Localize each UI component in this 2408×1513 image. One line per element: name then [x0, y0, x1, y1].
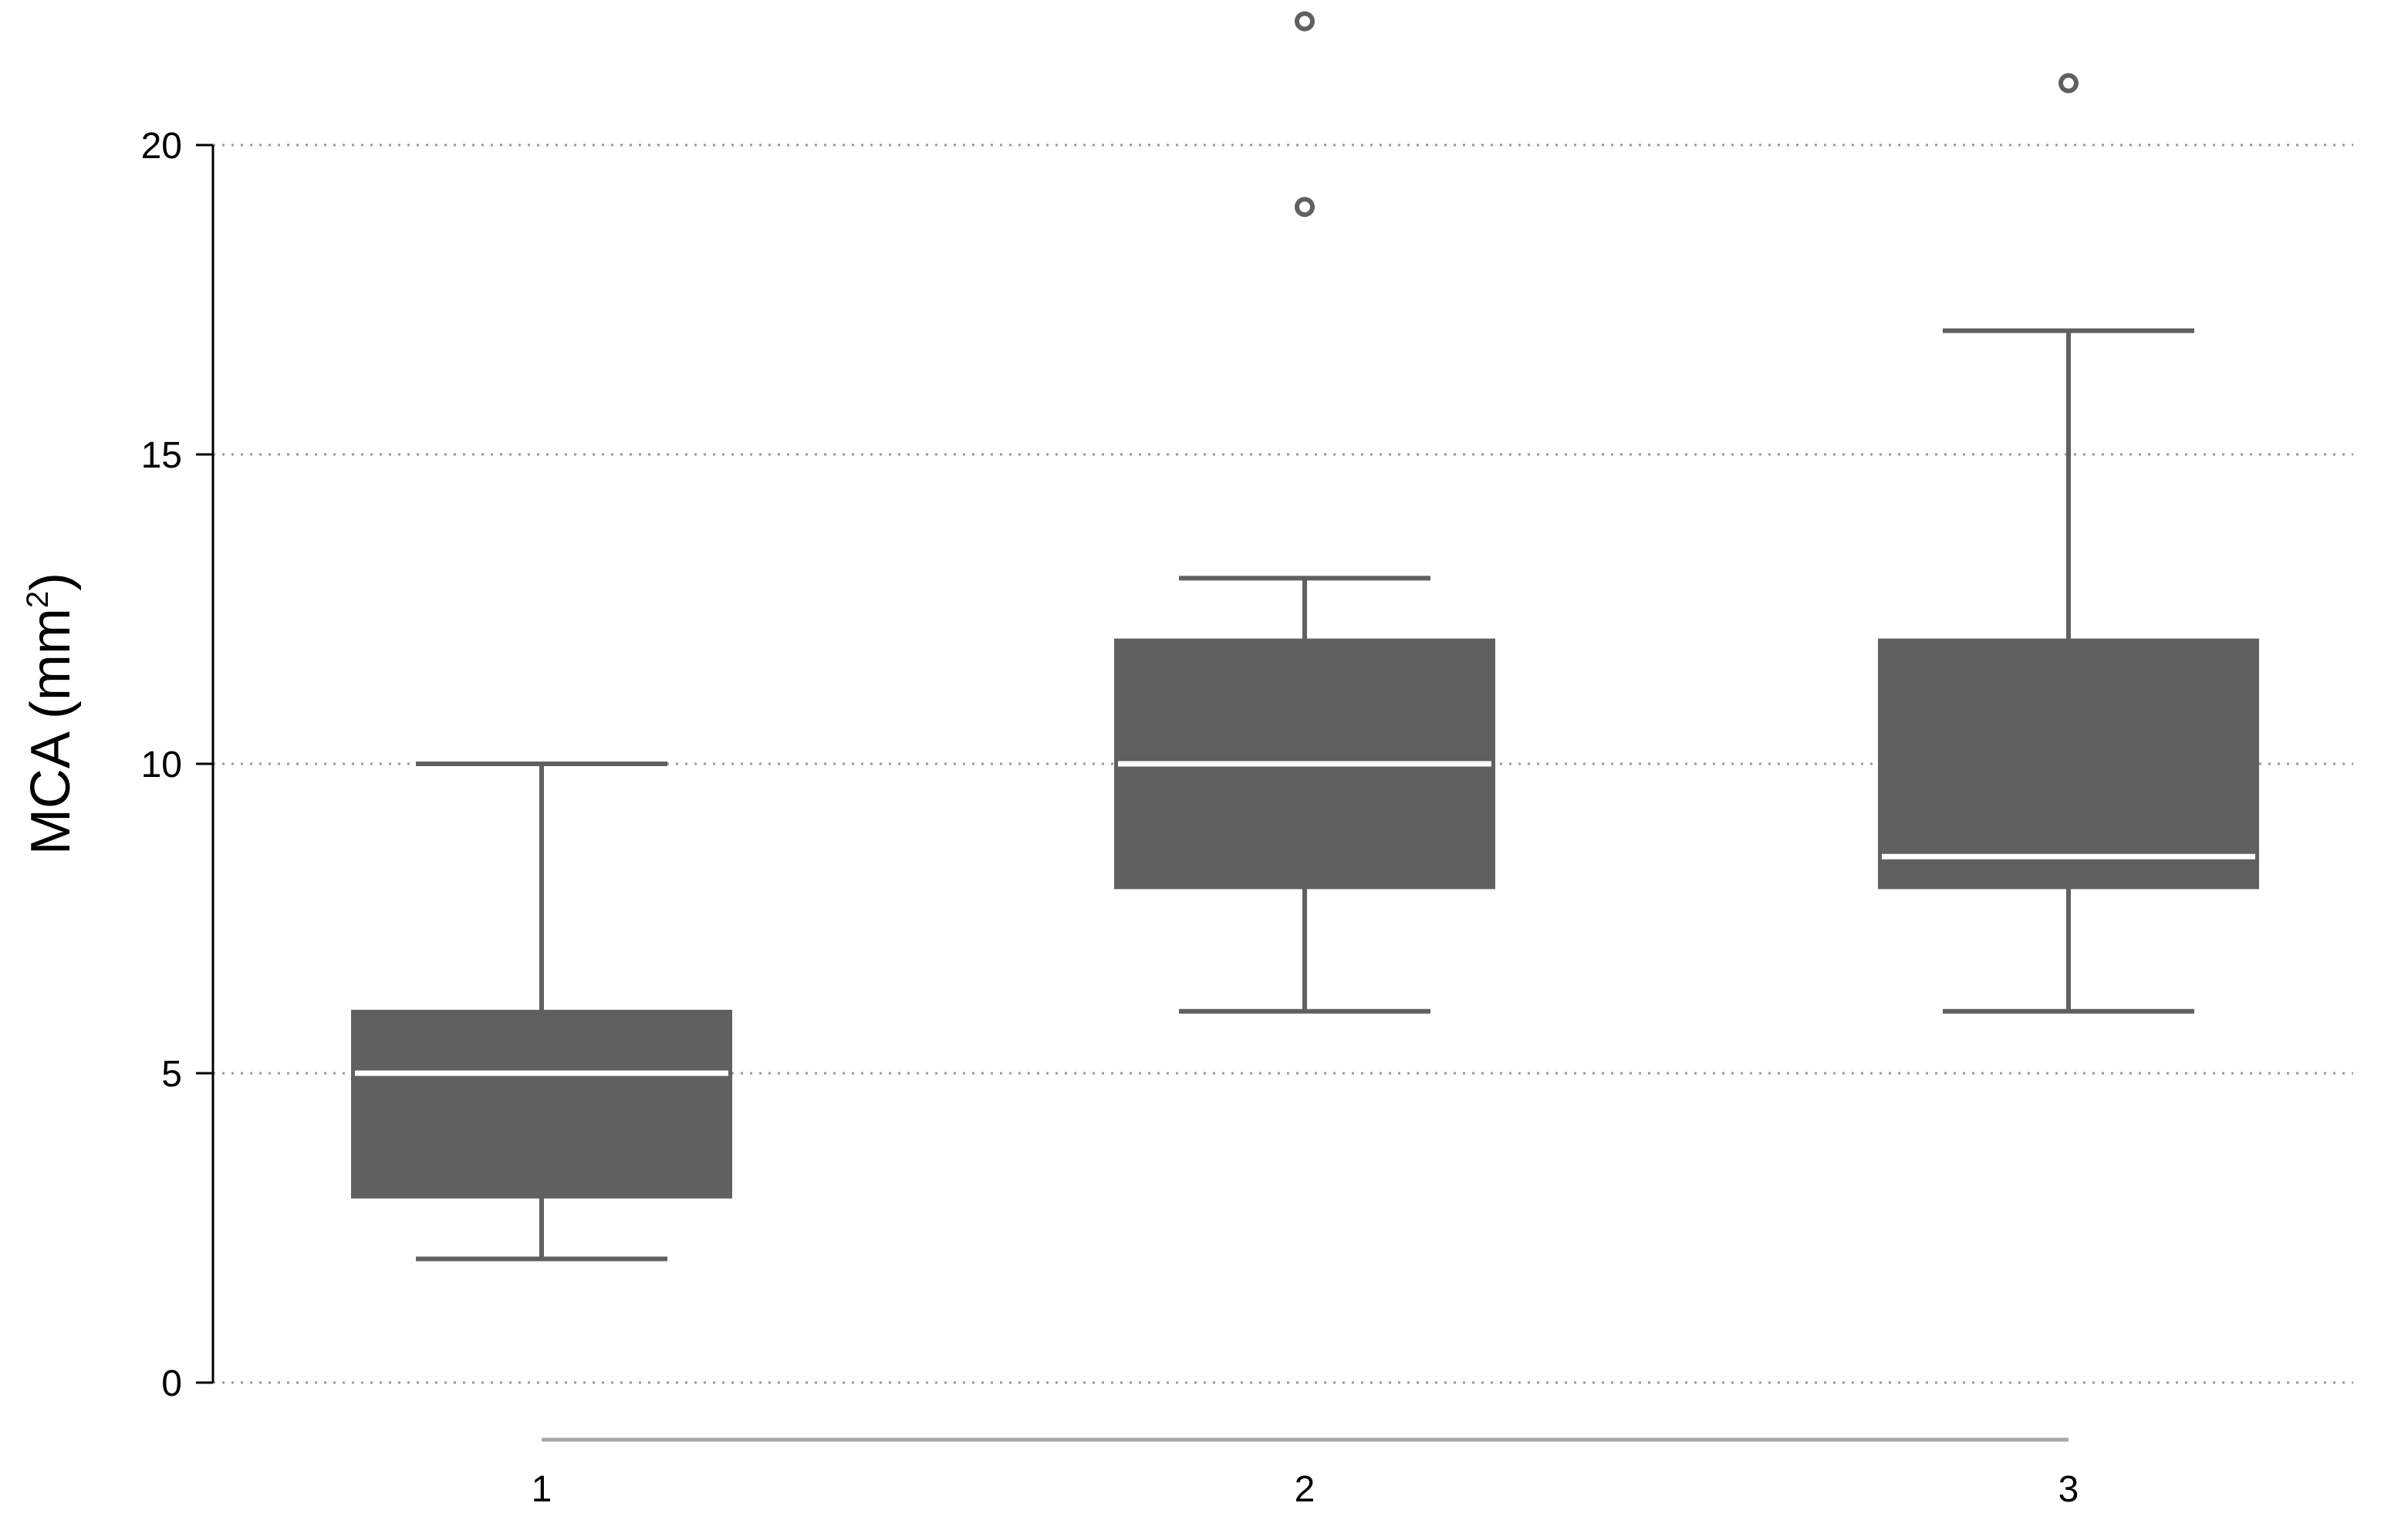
iqr-box-1	[351, 1009, 732, 1199]
y-tick-label-20: 20	[141, 126, 182, 167]
y-axis-title: MCA (mm2)	[20, 572, 82, 855]
outlier-point-2-19	[1295, 197, 1315, 218]
outlier-point-2-22	[1295, 11, 1315, 32]
x-axis: 1 2 3	[532, 1437, 2079, 1510]
x-tick-label-1: 1	[532, 1469, 552, 1510]
y-tick-label-15: 15	[141, 435, 182, 476]
box-group-2	[1114, 11, 1495, 1014]
y-tick-label-5: 5	[161, 1054, 182, 1095]
outlier-point-3-21	[2058, 73, 2079, 93]
y-axis-title-superscript: 2	[21, 591, 55, 608]
y-axis-title-main: MCA (mm	[20, 608, 82, 855]
box-plots	[351, 11, 2259, 1261]
y-axis: 0 5 10 15 20	[141, 126, 214, 1404]
x-tick-label-2: 2	[1295, 1469, 1315, 1510]
y-axis-title-close: )	[20, 572, 82, 591]
box-group-1	[351, 762, 732, 1261]
y-tick-label-10: 10	[141, 745, 182, 785]
x-tick-label-3: 3	[2058, 1469, 2079, 1510]
y-tick-label-0: 0	[161, 1363, 182, 1404]
iqr-box-3	[1878, 638, 2259, 890]
box-group-3	[1878, 73, 2259, 1014]
